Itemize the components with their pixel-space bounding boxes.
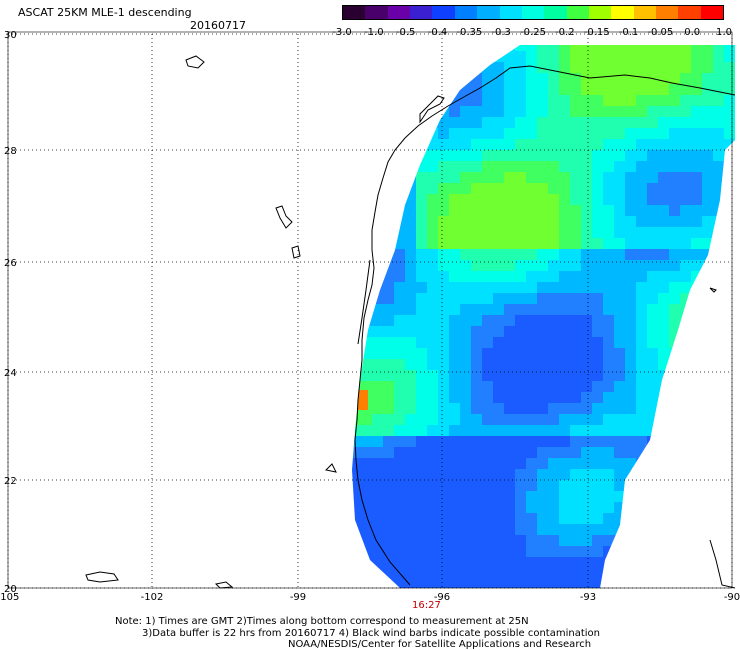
colorbar-label: -0.3 [491, 27, 511, 38]
note-line-2: 3)Data buffer is 22 hrs from 20160717 4)… [142, 628, 600, 639]
colorbar-segment [365, 6, 388, 19]
colorbar-segment [343, 6, 366, 19]
y-tick-label: 28 [4, 146, 17, 157]
colorbar-segment [410, 6, 433, 19]
colorbar-label: -0.05 [647, 27, 674, 38]
colorbar-segment [454, 6, 478, 19]
lake-2 [275, 205, 293, 229]
colorbar-label: -0.35 [456, 27, 483, 38]
y-tick-label: 20 [4, 584, 17, 595]
lake-4 [85, 571, 119, 583]
colorbar [342, 5, 724, 20]
note-line-3: NOAA/NESDIS/Center for Satellite Applica… [288, 639, 592, 650]
island-1 [709, 287, 717, 293]
lake-5 [214, 581, 234, 589]
island-2 [324, 463, 337, 473]
y-tick-label: 26 [4, 258, 17, 269]
colorbar-label: -1.0 [364, 27, 384, 38]
colorbar-label: 0.0 [684, 27, 701, 38]
colorbar-label: -0.2 [555, 27, 575, 38]
colorbar-label: -3.0 [332, 27, 352, 38]
x-tick-label: -90 [724, 592, 740, 603]
colorbar-segment [656, 6, 679, 19]
x-tick-label: -93 [580, 592, 596, 603]
y-tick-label: 30 [4, 30, 17, 41]
plot-frame [7, 31, 733, 589]
coastline [85, 55, 736, 589]
axis-labels: -105 -102 -99 -96 -93 -90 20 22 24 26 28 30 [0, 30, 740, 603]
coastline-bay [419, 95, 445, 124]
colorbar-label: -0.5 [395, 27, 416, 38]
colorbar-label: -0.4 [427, 27, 448, 38]
lake-3 [291, 245, 301, 259]
y-tick-label: 22 [4, 476, 17, 487]
map-date: 20160717 [190, 19, 246, 32]
colorbar-segment [499, 6, 522, 19]
colorbar-label: 1.0 [716, 27, 732, 38]
data-swath [352, 45, 735, 588]
time-label: 16:27 [412, 600, 441, 611]
colorbar-segment [678, 6, 701, 19]
map-title: ASCAT 25KM MLE-1 descending [18, 6, 192, 19]
colorbar-labels: -3.0 -1.0 -0.5 -0.4 -0.35 -0.3 -0.25 -0.2 -0.15-… [330, 27, 734, 39]
colorbar-segment [387, 6, 411, 19]
coastline-yucatan [709, 539, 736, 589]
colorbar-segment [700, 6, 724, 19]
coastline-lagoon [357, 259, 371, 345]
colorbar-segment [521, 6, 545, 19]
x-tick-label: -96 [434, 592, 450, 603]
colorbar-segment [566, 6, 589, 19]
colorbar-segment [544, 6, 567, 19]
note-line-1: Note: 1) Times are GMT 2)Times along bot… [115, 616, 529, 627]
x-tick-label: -99 [290, 592, 306, 603]
colorbar-label: -0.25 [520, 27, 546, 38]
lake-1 [185, 55, 205, 69]
colorbar-segment [633, 6, 657, 19]
colorbar-label: -0.1 [618, 27, 639, 38]
y-tick-label: 24 [4, 368, 17, 379]
colorbar-segment [477, 6, 500, 19]
colorbar-segment [432, 6, 455, 19]
coastline-texas-mexico [354, 65, 736, 586]
colorbar-segment [611, 6, 634, 19]
x-tick-label: -105 [0, 592, 19, 603]
x-tick-label: -102 [141, 592, 164, 603]
colorbar-segment [588, 6, 612, 19]
colorbar-label: -0.15 [583, 27, 610, 38]
